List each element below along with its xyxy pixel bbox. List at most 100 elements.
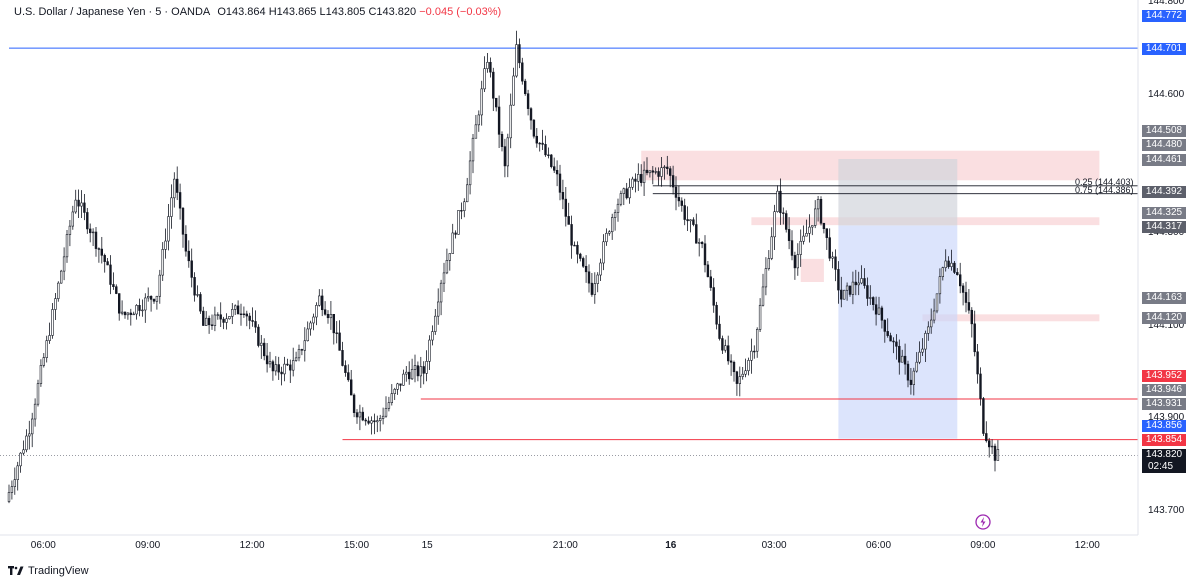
candle [654, 167, 657, 175]
candle [834, 249, 837, 282]
candle [205, 311, 208, 327]
candle [596, 272, 599, 293]
candle [486, 52, 489, 73]
candle [822, 222, 826, 234]
candle [976, 344, 979, 384]
candle [953, 260, 956, 275]
candle [521, 57, 524, 85]
candle [251, 307, 254, 327]
time-axis-label: 09:00 [970, 540, 996, 551]
candle [671, 165, 675, 195]
ohlc-open: O143.864 [217, 6, 266, 18]
candle [349, 369, 353, 396]
candle [848, 285, 852, 297]
candle [155, 295, 159, 310]
candle [744, 358, 747, 378]
candle [28, 420, 31, 450]
candle [474, 115, 478, 139]
candle [695, 213, 698, 244]
candle [840, 276, 843, 308]
zone-position_target[interactable] [838, 225, 958, 439]
candle [863, 268, 866, 289]
horizontal-lines-layer [0, 47, 1138, 456]
candle [468, 151, 472, 195]
candle [187, 240, 190, 268]
candle [89, 223, 92, 243]
candle [422, 361, 425, 385]
candle [465, 177, 469, 203]
candle [628, 178, 631, 204]
candle [958, 262, 962, 294]
ohlc-change: −0.045 (−0.03%) [419, 6, 502, 18]
candle [648, 170, 652, 178]
candle [741, 366, 744, 380]
candle [793, 251, 797, 280]
candle [825, 228, 829, 250]
candle [213, 306, 217, 332]
symbol-title: U.S. Dollar / Japanese Yen · 5 · OANDA [14, 6, 211, 18]
candle [790, 230, 794, 261]
zone-supply[interactable] [922, 314, 1100, 322]
candle [961, 283, 965, 306]
candle [378, 414, 382, 432]
candle [851, 271, 855, 305]
candle [36, 379, 40, 407]
candle [74, 189, 77, 214]
candle [219, 302, 222, 328]
candle [651, 166, 655, 185]
candle [347, 364, 350, 382]
candle [262, 338, 266, 361]
candle [857, 271, 860, 296]
candle [503, 138, 507, 178]
candle [625, 182, 628, 200]
candle [726, 335, 730, 365]
candle [753, 345, 756, 359]
candle [581, 256, 585, 268]
candle [880, 305, 884, 329]
candle [257, 324, 260, 348]
candle [289, 359, 292, 383]
time-axis-label: 15:00 [344, 540, 370, 551]
candle [558, 164, 562, 201]
candle [979, 367, 982, 406]
time-axis-label: 09:00 [135, 540, 161, 551]
zone-position_stop[interactable] [838, 159, 958, 226]
candle [915, 352, 918, 373]
candle [599, 258, 602, 281]
candle [831, 251, 834, 269]
candle [457, 210, 460, 235]
lightning-icon[interactable] [975, 514, 991, 530]
candle [608, 230, 611, 236]
candle [532, 119, 536, 139]
candle [184, 225, 188, 257]
candle [619, 190, 623, 207]
candle [358, 404, 362, 431]
candle [921, 338, 924, 356]
candle [593, 272, 597, 304]
candle [547, 147, 550, 159]
price-tag: 143.952 [1142, 370, 1186, 382]
candle [207, 315, 211, 334]
candle [561, 179, 565, 210]
ohlc-high: H143.865 [268, 6, 317, 18]
candle [280, 366, 283, 386]
candle [767, 250, 771, 271]
candle [782, 207, 785, 225]
candle [71, 205, 75, 230]
candle [932, 298, 936, 324]
candle [173, 172, 176, 208]
candle [329, 300, 333, 330]
candle [796, 243, 800, 276]
candle [106, 257, 109, 266]
tradingview-brand[interactable]: TradingView [8, 565, 89, 577]
candle [697, 238, 701, 257]
price-tag: 144.317 [1142, 221, 1186, 233]
candle [489, 57, 492, 78]
candle [552, 157, 556, 173]
candle [492, 67, 495, 112]
candle [732, 360, 736, 382]
candle [22, 440, 25, 456]
candle [892, 337, 895, 354]
zone-supply[interactable] [800, 258, 824, 282]
